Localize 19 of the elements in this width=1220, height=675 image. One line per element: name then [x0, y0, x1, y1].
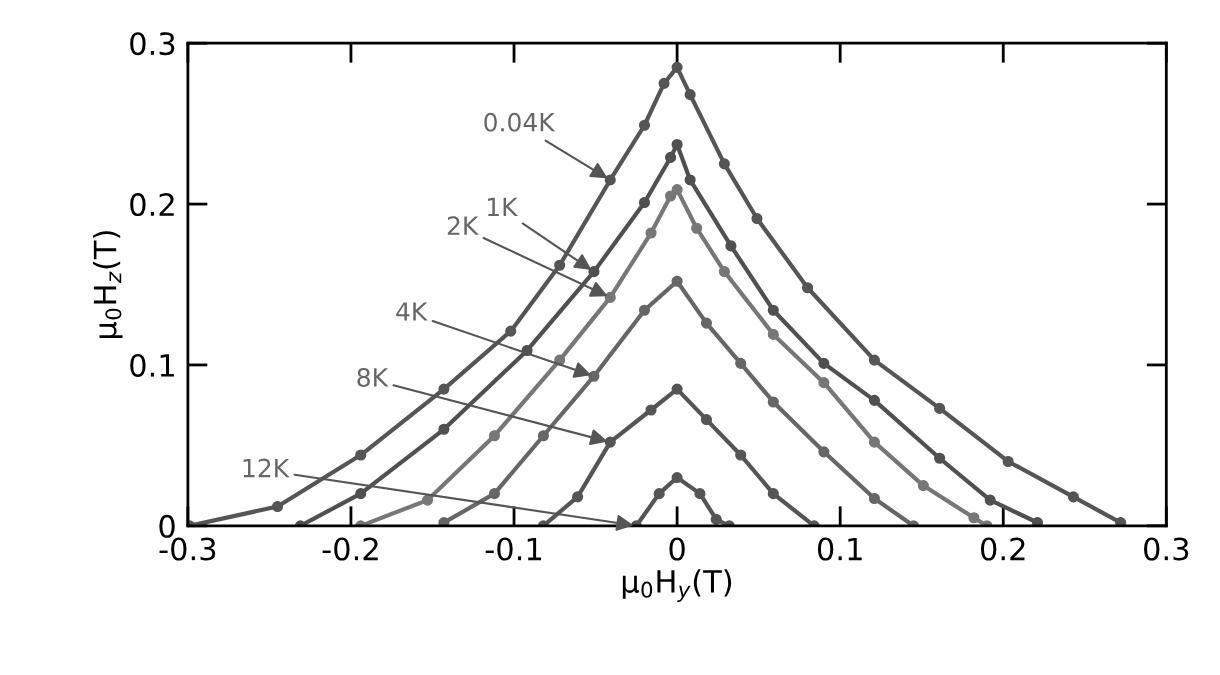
y-tick-label: 0.3 [130, 32, 175, 56]
x-tick-label: 0.3 [1144, 537, 1189, 561]
y-axis-title: μ$_{0}$H$_{z}$(T) [92, 231, 123, 338]
x-tick-label: 0.2 [980, 537, 1025, 561]
annotation: 0.04K [484, 112, 556, 132]
annotation: 8K [357, 368, 389, 387]
x-tick-label: -0.1 [485, 537, 542, 561]
annotation: 4K [396, 302, 428, 321]
annotation: 1K [487, 197, 519, 217]
y-tick-label: 0 [159, 514, 175, 538]
x-tick-label: -0.3 [159, 537, 216, 561]
y-tick-label: 0.1 [130, 353, 174, 377]
x-tick-label: -0.2 [322, 537, 378, 561]
x-axis-title: μ$_{0}$H$_{y}$(T) [622, 569, 732, 602]
y-tick-label: 0.2 [130, 193, 174, 217]
annotation: 12K [243, 458, 290, 478]
annotation: 2K [447, 216, 479, 235]
x-tick-label: 0 [669, 537, 685, 561]
x-tick-label: 0.1 [817, 537, 862, 561]
